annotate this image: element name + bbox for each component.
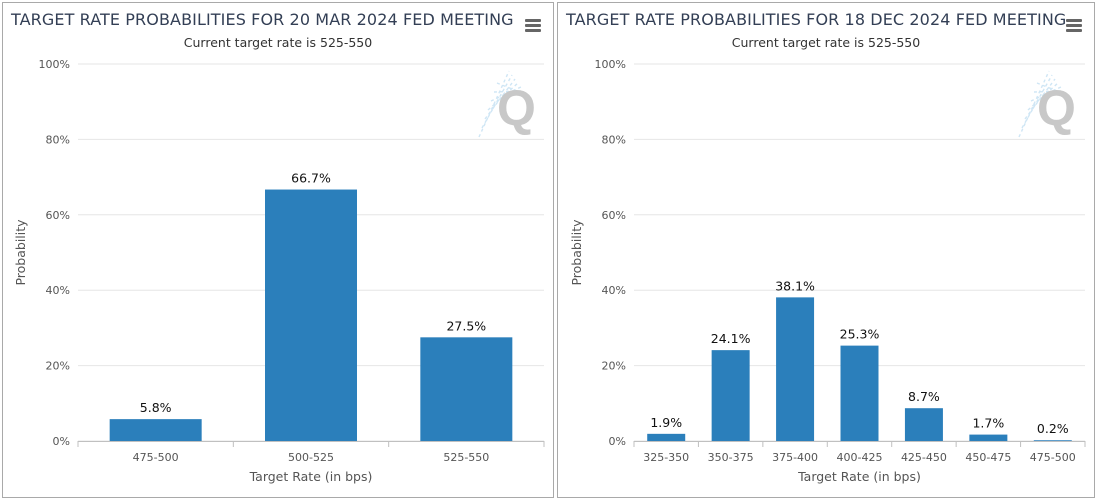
data-label: 0.2% [1037, 421, 1069, 436]
data-label: 1.9% [650, 415, 682, 430]
y-tick-label: 60% [602, 209, 626, 222]
y-tick-label: 100% [595, 58, 626, 71]
logo-q-glyph: Q [497, 80, 536, 136]
data-label: 66.7% [291, 171, 331, 186]
y-axis-title: Probability [569, 219, 584, 286]
x-tick-label: 450-475 [965, 451, 1011, 464]
x-tick-label: 475-500 [133, 451, 179, 464]
bar-325-350 [647, 433, 686, 441]
y-tick-label: 20% [46, 360, 70, 373]
x-axis-title: Target Rate (in bps) [249, 469, 373, 484]
bar-450-475 [969, 434, 1008, 441]
y-tick-label: 100% [39, 58, 70, 71]
quikstrike-q-logo: Q [1018, 70, 1076, 138]
x-tick-label: 400-425 [837, 451, 883, 464]
chart-subtitle: Current target rate is 525-550 [183, 35, 373, 50]
chart-title: TARGET RATE PROBABILITIES FOR 20 MAR 202… [11, 10, 514, 29]
bar-chart-dec-2024: Q 0% 20% 40% 60% 80% 100% 1.9% 325-350 24.1% 350-3… [569, 58, 1086, 484]
logo-speed-line [1027, 82, 1059, 111]
y-tick-label: 40% [602, 284, 626, 297]
data-label: 8.7% [908, 389, 940, 404]
x-tick-label: 500-525 [288, 451, 334, 464]
y-tick-label: 80% [46, 133, 70, 146]
chart-panel-mar-2024: TARGET RATE PROBABILITIES FOR 20 MAR 202… [2, 2, 554, 498]
bar-400-425 [840, 345, 879, 441]
hamburger-menu-icon[interactable] [1066, 19, 1082, 33]
y-tick-label: 20% [602, 360, 626, 373]
y-tick-label: 40% [46, 284, 70, 297]
x-tick-label: 525-550 [443, 451, 489, 464]
data-label: 25.3% [840, 327, 880, 342]
y-tick-label: 80% [602, 133, 626, 146]
x-axis-title: Target Rate (in bps) [797, 469, 921, 484]
logo-speed-line [1033, 90, 1065, 93]
y-axis-title: Probability [13, 219, 28, 286]
bar-chart-mar-2024: Q 0% 20% 40% 60% 80% 100% 5.8% 475-500 66.7% 500-5… [13, 58, 545, 484]
logo-speed-line [487, 82, 519, 111]
x-tick-label: 350-375 [708, 451, 754, 464]
chart-subtitle: Current target rate is 525-550 [731, 35, 921, 50]
hamburger-menu-icon[interactable] [525, 19, 541, 33]
x-tick-label: 375-400 [772, 451, 818, 464]
y-tick-label: 0% [609, 435, 626, 448]
quikstrike-q-logo: Q [478, 70, 536, 138]
bar-500-525 [265, 189, 357, 441]
logo-speed-line [1024, 78, 1056, 120]
logo-speed-line [493, 90, 525, 93]
bar-350-375 [711, 350, 750, 441]
chart-panel-dec-2024: TARGET RATE PROBABILITIES FOR 18 DEC 202… [557, 2, 1095, 498]
data-label: 24.1% [711, 331, 751, 346]
logo-q-glyph: Q [1037, 80, 1076, 136]
bar-425-450 [904, 408, 943, 441]
data-label: 1.7% [972, 416, 1004, 431]
logo-speed-line [1036, 82, 1068, 96]
logo-speed-line [484, 78, 516, 120]
bar-475-500 [109, 419, 202, 441]
bar-525-550 [420, 337, 513, 441]
x-tick-label: 325-350 [643, 451, 689, 464]
data-label: 38.1% [775, 278, 815, 293]
bar-475-500 [1033, 440, 1072, 441]
data-label: 5.8% [140, 400, 172, 415]
x-tick-label: 475-500 [1030, 451, 1076, 464]
y-tick-label: 60% [46, 209, 70, 222]
bar-375-400 [776, 297, 815, 441]
data-label: 27.5% [446, 318, 486, 333]
logo-speed-line [496, 82, 528, 96]
x-tick-label: 425-450 [901, 451, 947, 464]
y-tick-label: 0% [53, 435, 70, 448]
chart-title: TARGET RATE PROBABILITIES FOR 18 DEC 202… [566, 10, 1067, 29]
